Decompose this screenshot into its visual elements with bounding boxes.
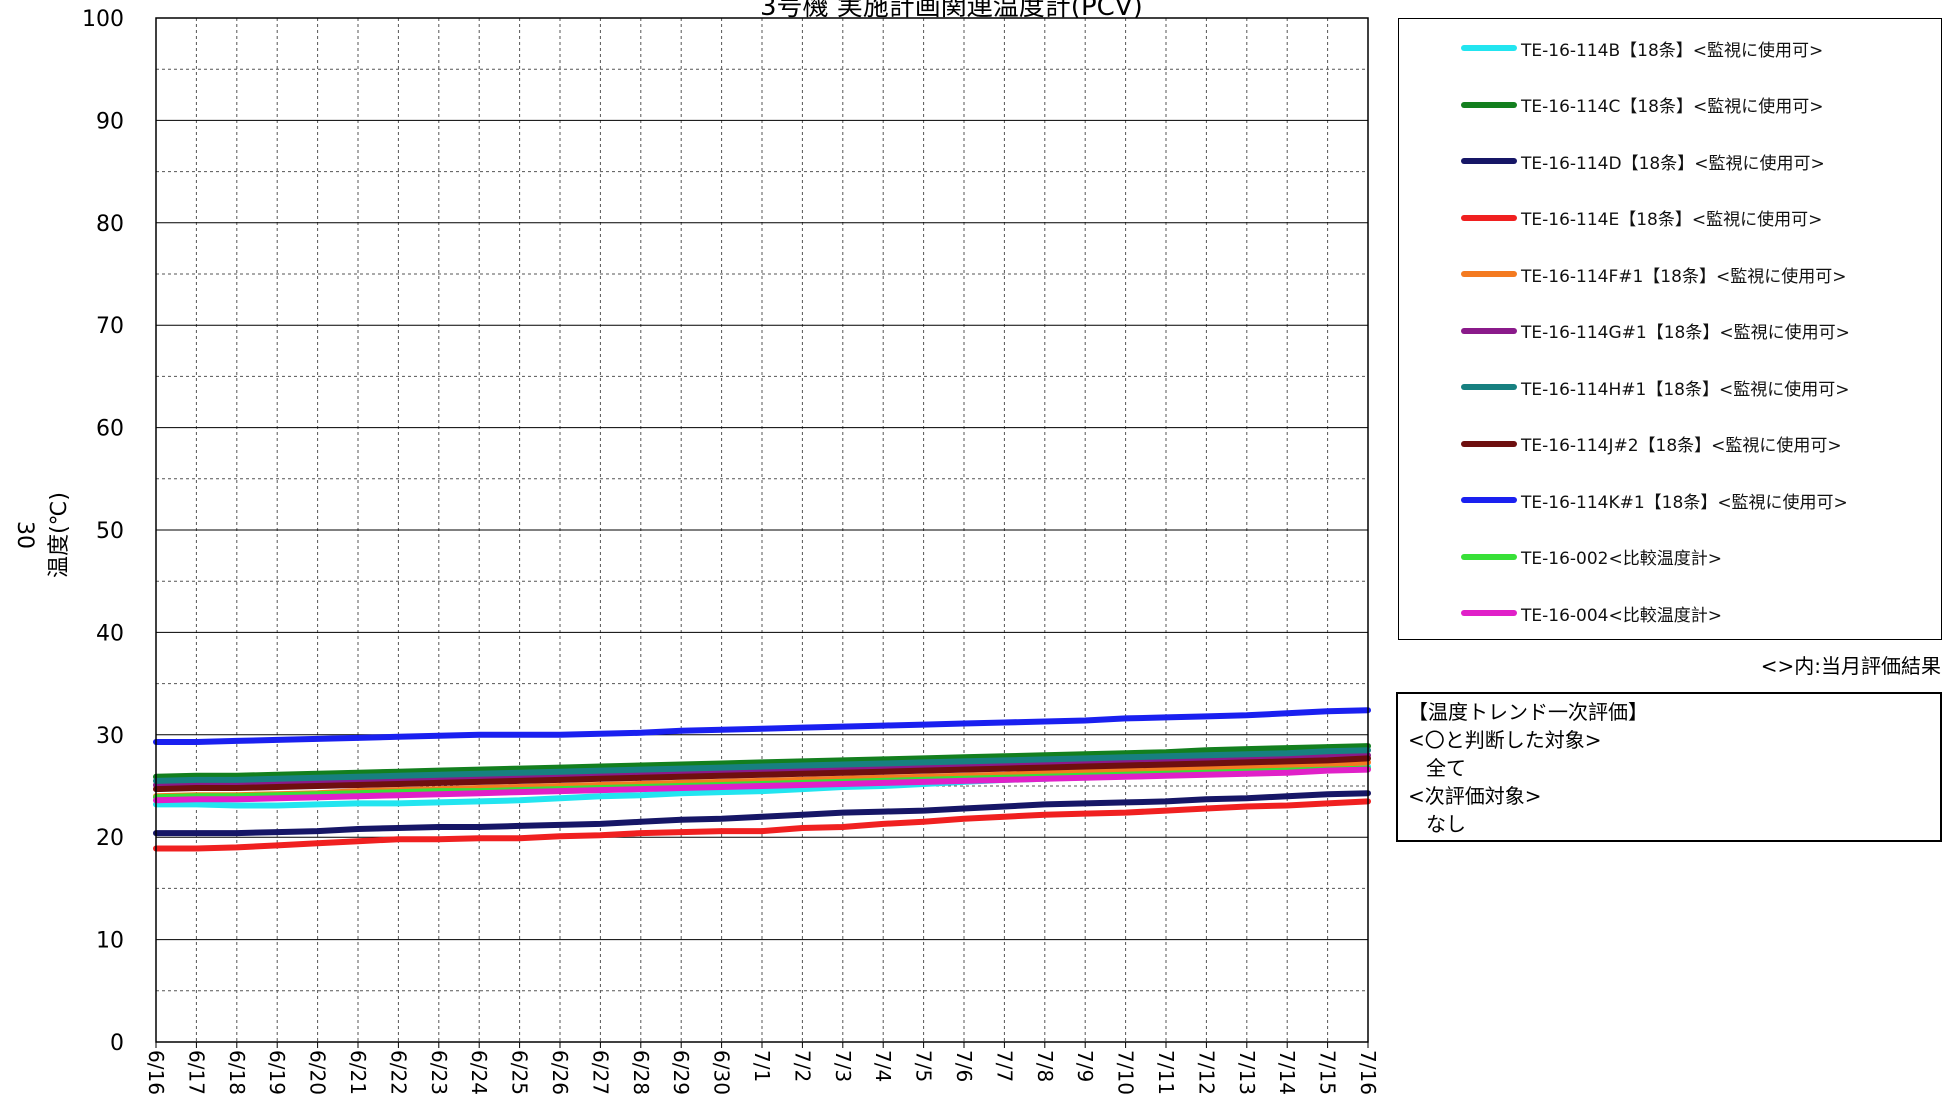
y-tick-label: 100	[82, 7, 124, 32]
x-tick-label: 6/25	[508, 1050, 532, 1095]
series-line-11	[153, 766, 1371, 804]
legend-label: TE-16-002<比較温度計>	[1521, 549, 1722, 569]
x-tick-label: 6/18	[225, 1050, 249, 1095]
legend: TE-16-114B【18条】<監視に使用可> TE-16-114C【18条】<監…	[1398, 18, 1942, 640]
x-tick-label: 7/2	[790, 1050, 814, 1082]
x-tick-label: 7/12	[1194, 1050, 1218, 1095]
x-tick-label: 7/5	[912, 1050, 936, 1082]
x-tick-label: 7/16	[1356, 1050, 1380, 1095]
y-tick-label: 20	[96, 826, 124, 851]
legend-label: TE-16-114K#1【18条】<監視に使用可>	[1521, 492, 1848, 513]
y-tick-label: 70	[96, 314, 124, 339]
x-tick-label: 6/16	[144, 1050, 168, 1095]
x-tick-label: 7/1	[750, 1050, 774, 1082]
x-tick-label: 6/23	[427, 1050, 451, 1095]
legend-item-8: TE-16-114J#2【18条】<監視に使用可>	[1461, 429, 1842, 459]
judged-value: 全て	[1426, 756, 1466, 780]
x-tick-label: 7/13	[1235, 1050, 1259, 1095]
series-line-8	[153, 755, 1371, 793]
y-tick-label: 90	[96, 109, 124, 134]
legend-label: TE-16-114F#1【18条】<監視に使用可>	[1521, 266, 1847, 287]
y-tick-label: 40	[96, 621, 124, 646]
legend-swatch	[1461, 45, 1517, 51]
legend-label: TE-16-114G#1【18条】<監視に使用可>	[1521, 323, 1850, 343]
y-tick-label: 80	[96, 212, 124, 237]
legend-note: <>内:当月評価結果	[1760, 654, 1941, 678]
x-tick-label: 7/7	[992, 1050, 1016, 1082]
chart-title: 3号機 実施計画関連温度計(PCV)	[760, 0, 1143, 22]
series-line-7	[153, 747, 1371, 784]
x-tick-label: 7/6	[952, 1050, 976, 1082]
legend-swatch	[1461, 553, 1517, 560]
next-value: なし	[1426, 812, 1466, 836]
legend-item-1: TE-16-114B【18条】<監視に使用可>	[1461, 33, 1823, 63]
x-tick-label: 7/15	[1316, 1050, 1340, 1095]
x-tick-label: 6/21	[346, 1050, 370, 1095]
evaluation-panel: 【温度トレンド一次評価】 <〇と判断した対象> 全て <次評価対象> なし	[1396, 692, 1942, 842]
series-line-2	[153, 743, 1371, 780]
legend-swatch	[1461, 158, 1517, 164]
legend-label: TE-16-114H#1【18条】<監視に使用可>	[1521, 379, 1850, 400]
x-tick-label: 7/4	[871, 1050, 895, 1082]
legend-item-9: TE-16-114K#1【18条】<監視に使用可>	[1461, 485, 1848, 515]
legend-swatch	[1461, 440, 1517, 447]
legend-item-6: TE-16-114G#1【18条】<監視に使用可>	[1461, 316, 1850, 346]
legend-swatch	[1461, 384, 1517, 390]
legend-item-5: TE-16-114F#1【18条】<監視に使用可>	[1461, 259, 1846, 289]
x-tick-label: 6/28	[629, 1050, 653, 1095]
legend-item-4: TE-16-114E【18条】<監視に使用可>	[1461, 203, 1822, 233]
x-tick-label: 6/20	[306, 1050, 330, 1095]
legend-label: TE-16-004<比較温度計>	[1521, 605, 1722, 626]
series-line-9	[153, 707, 1371, 745]
next-label: <次評価対象>	[1408, 784, 1542, 808]
legend-swatch	[1461, 610, 1517, 616]
x-tick-label: 6/17	[184, 1050, 208, 1095]
x-tick-label: 6/27	[588, 1050, 612, 1095]
legend-label: TE-16-114E【18条】<監視に使用可>	[1521, 210, 1823, 230]
legend-swatch	[1461, 497, 1517, 503]
y-axis-label: 温度(℃)	[47, 492, 72, 578]
legend-swatch	[1461, 214, 1517, 221]
x-tick-label: 7/10	[1114, 1050, 1138, 1095]
series-line-6	[153, 752, 1371, 788]
legend-label: TE-16-114B【18条】<監視に使用可>	[1521, 40, 1824, 61]
y-tick-label: 30	[96, 724, 124, 749]
series-line-4	[153, 798, 1371, 852]
x-tick-label: 6/26	[548, 1050, 572, 1095]
legend-label: TE-16-114D【18条】<監視に使用可>	[1521, 153, 1825, 174]
y-tick-label: 60	[96, 417, 124, 442]
x-tick-label: 6/19	[265, 1050, 289, 1095]
evaluation-header: 【温度トレンド一次評価】	[1408, 700, 1648, 724]
legend-swatch	[1461, 327, 1517, 334]
x-tick-label: 7/9	[1073, 1050, 1097, 1082]
x-tick-label: 6/24	[467, 1050, 491, 1095]
legend-item-3: TE-16-114D【18条】<監視に使用可>	[1461, 146, 1825, 176]
legend-label: TE-16-114J#2【18条】<監視に使用可>	[1521, 436, 1842, 456]
x-tick-label: 7/11	[1154, 1050, 1178, 1095]
legend-label: TE-16-114C【18条】<監視に使用可>	[1521, 97, 1824, 117]
y-tick-label: 50	[96, 519, 124, 544]
x-tick-label: 6/30	[710, 1050, 734, 1095]
legend-swatch	[1461, 101, 1517, 108]
y-tick-label: 10	[96, 929, 124, 954]
x-tick-label: 7/8	[1033, 1050, 1057, 1082]
legend-item-11: TE-16-004<比較温度計>	[1461, 598, 1722, 628]
legend-item-10: TE-16-002<比較温度計>	[1461, 542, 1722, 572]
legend-item-2: TE-16-114C【18条】<監視に使用可>	[1461, 90, 1823, 120]
x-tick-label: 7/3	[831, 1050, 855, 1082]
legend-item-7: TE-16-114H#1【18条】<監視に使用可>	[1461, 372, 1849, 402]
x-tick-label: 7/14	[1275, 1050, 1299, 1095]
series-line-3	[153, 790, 1371, 837]
legend-swatch	[1461, 271, 1517, 277]
x-tick-label: 6/29	[669, 1050, 693, 1095]
y-tick-label: 0	[110, 1031, 124, 1056]
x-tick-label: 6/22	[386, 1050, 410, 1095]
judged-label: <〇と判断した対象>	[1408, 728, 1602, 752]
side-number-label: 30	[12, 521, 37, 549]
